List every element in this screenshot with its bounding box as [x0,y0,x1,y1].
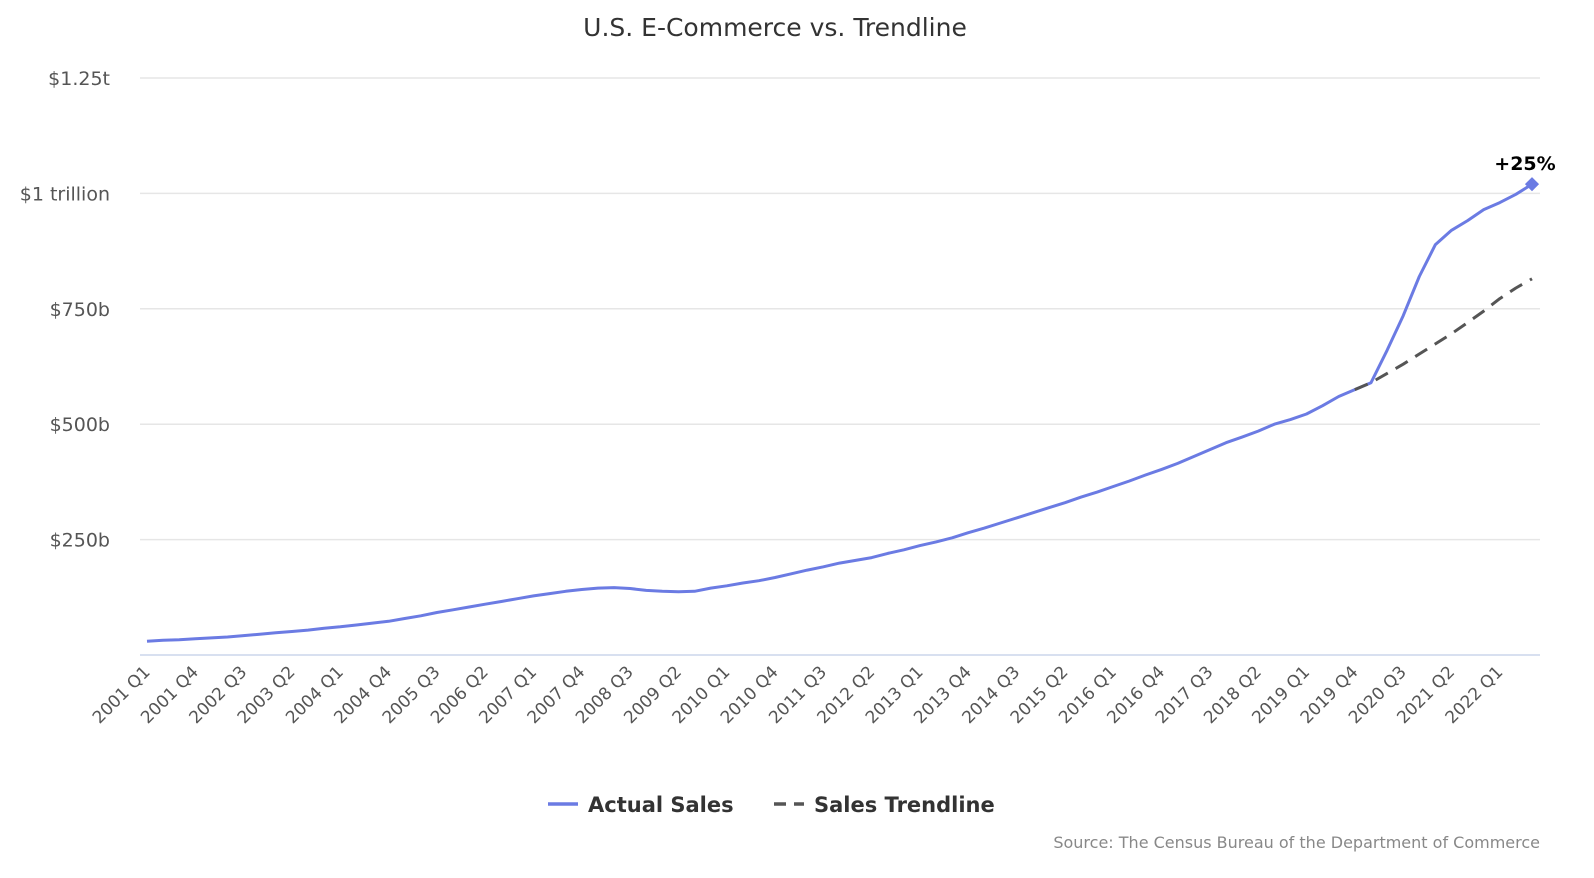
legend: Actual Sales Sales Trendline [548,793,995,817]
legend-item[interactable]: Sales Trendline [774,793,995,817]
chart-title: U.S. E-Commerce vs. Trendline [583,13,967,42]
source-note: Source: The Census Bureau of the Departm… [1053,833,1540,852]
y-tick-label: $250b [50,530,110,552]
y-tick-label: $750b [50,299,110,321]
annotated-point-marker [1524,177,1540,192]
series-line-actual-sales [146,182,1533,643]
legend-label: Actual Sales [588,793,734,817]
series-line-sales-trendline [1354,277,1533,391]
y-tick-label: $1 trillion [20,183,110,205]
legend-item[interactable]: Actual Sales [548,793,734,817]
legend-label: Sales Trendline [814,793,995,817]
y-tick-label: $1.25t [48,68,110,90]
annotation-label: +25% [1494,153,1555,175]
y-tick-label: $500b [50,414,110,436]
